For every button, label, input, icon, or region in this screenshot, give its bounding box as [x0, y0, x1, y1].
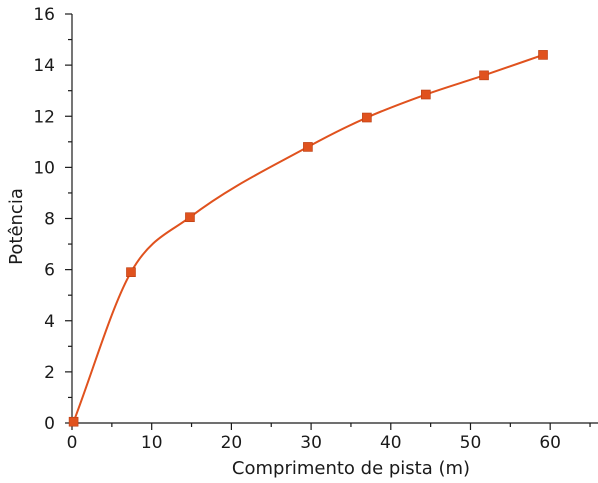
y-tick-label: 14 [33, 56, 55, 76]
x-tick-label: 30 [300, 433, 322, 453]
x-tick-label: 40 [380, 433, 402, 453]
x-tick-label: 20 [221, 433, 243, 453]
y-tick-label: 10 [33, 158, 55, 178]
y-tick-label: 2 [44, 363, 55, 383]
data-point-marker [538, 50, 548, 60]
data-point-marker [303, 142, 313, 152]
x-tick-label: 0 [67, 433, 78, 453]
series-group [72, 53, 544, 423]
data-point-marker [126, 267, 136, 277]
x-tick-label: 10 [141, 433, 163, 453]
data-point-marker [68, 416, 79, 427]
x-ticks: 0 10 20 30 40 50 60 [67, 423, 591, 453]
y-tick-label: 0 [44, 414, 55, 434]
x-tick-label: 60 [539, 433, 561, 453]
data-point-marker [479, 70, 489, 81]
y-ticks: 0 2 4 6 8 10 12 14 16 [33, 5, 72, 434]
data-point-marker [362, 112, 372, 123]
data-point-marker [185, 212, 195, 223]
y-axis-label: Potência [6, 188, 27, 265]
y-tick-label: 16 [33, 5, 55, 25]
y-tick-label: 12 [33, 107, 55, 127]
axes [71, 14, 598, 424]
y-tick-label: 8 [44, 210, 55, 230]
x-tick-label: 50 [460, 433, 482, 453]
y-tick-label: 4 [44, 312, 55, 332]
y-tick-label: 6 [44, 261, 55, 281]
data-point-marker [421, 89, 431, 100]
series-line [72, 53, 544, 423]
markers-group [68, 50, 548, 427]
x-axis-label: Comprimento de pista (m) [232, 458, 470, 479]
